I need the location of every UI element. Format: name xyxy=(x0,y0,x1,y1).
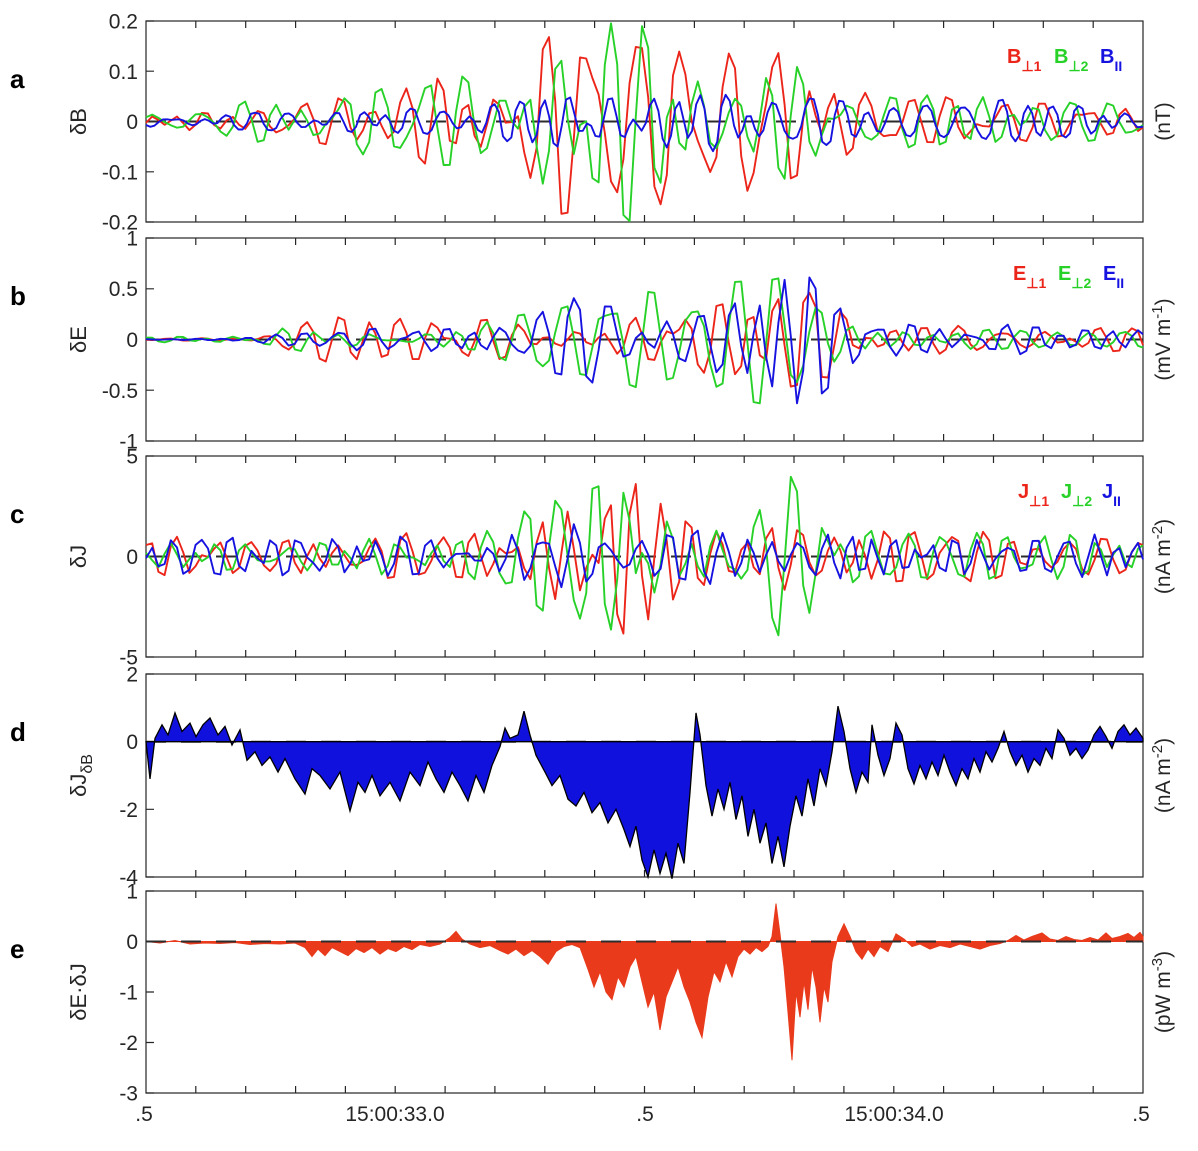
svg-text:-2: -2 xyxy=(119,1032,138,1055)
svg-text:δE·δJ: δE·δJ xyxy=(66,963,91,1021)
svg-text:-1: -1 xyxy=(119,982,138,1005)
svg-text:-0.5: -0.5 xyxy=(102,380,138,403)
svg-text:-0.2: -0.2 xyxy=(102,212,138,235)
svg-text:δJ: δJ xyxy=(66,545,91,568)
svg-text:0.5: 0.5 xyxy=(109,278,138,301)
svg-text:0.1: 0.1 xyxy=(109,61,138,84)
svg-text:0: 0 xyxy=(126,111,138,134)
svg-text:1: 1 xyxy=(126,228,138,251)
svg-text:0.2: 0.2 xyxy=(109,11,138,34)
svg-text:-0.1: -0.1 xyxy=(102,161,138,184)
svg-text:0: 0 xyxy=(126,731,138,754)
svg-text:15:00:34.0: 15:00:34.0 xyxy=(844,1103,943,1126)
svg-text:5: 5 xyxy=(126,446,138,469)
svg-text:0: 0 xyxy=(126,329,138,352)
svg-text:.5: .5 xyxy=(135,1103,153,1126)
svg-text:-2: -2 xyxy=(119,799,138,822)
svg-text:b: b xyxy=(10,281,26,311)
svg-text:δB: δB xyxy=(66,108,91,135)
svg-text:-5: -5 xyxy=(119,647,138,670)
svg-text:0: 0 xyxy=(126,931,138,954)
svg-text:a: a xyxy=(10,64,25,94)
svg-text:c: c xyxy=(10,499,24,529)
svg-text:15:00:33.0: 15:00:33.0 xyxy=(345,1103,444,1126)
svg-text:e: e xyxy=(10,934,24,964)
svg-text:-1: -1 xyxy=(119,431,138,454)
svg-text:-3: -3 xyxy=(119,1083,138,1106)
svg-text:(nT): (nT) xyxy=(1152,102,1175,141)
svg-text:δE: δE xyxy=(66,326,91,353)
svg-text:0: 0 xyxy=(126,546,138,569)
svg-text:-4: -4 xyxy=(119,867,138,890)
svg-text:1: 1 xyxy=(126,881,138,904)
svg-text:2: 2 xyxy=(126,664,138,687)
svg-text:d: d xyxy=(10,717,26,747)
svg-text:.5: .5 xyxy=(1132,1103,1150,1126)
svg-text:.5: .5 xyxy=(636,1103,654,1126)
